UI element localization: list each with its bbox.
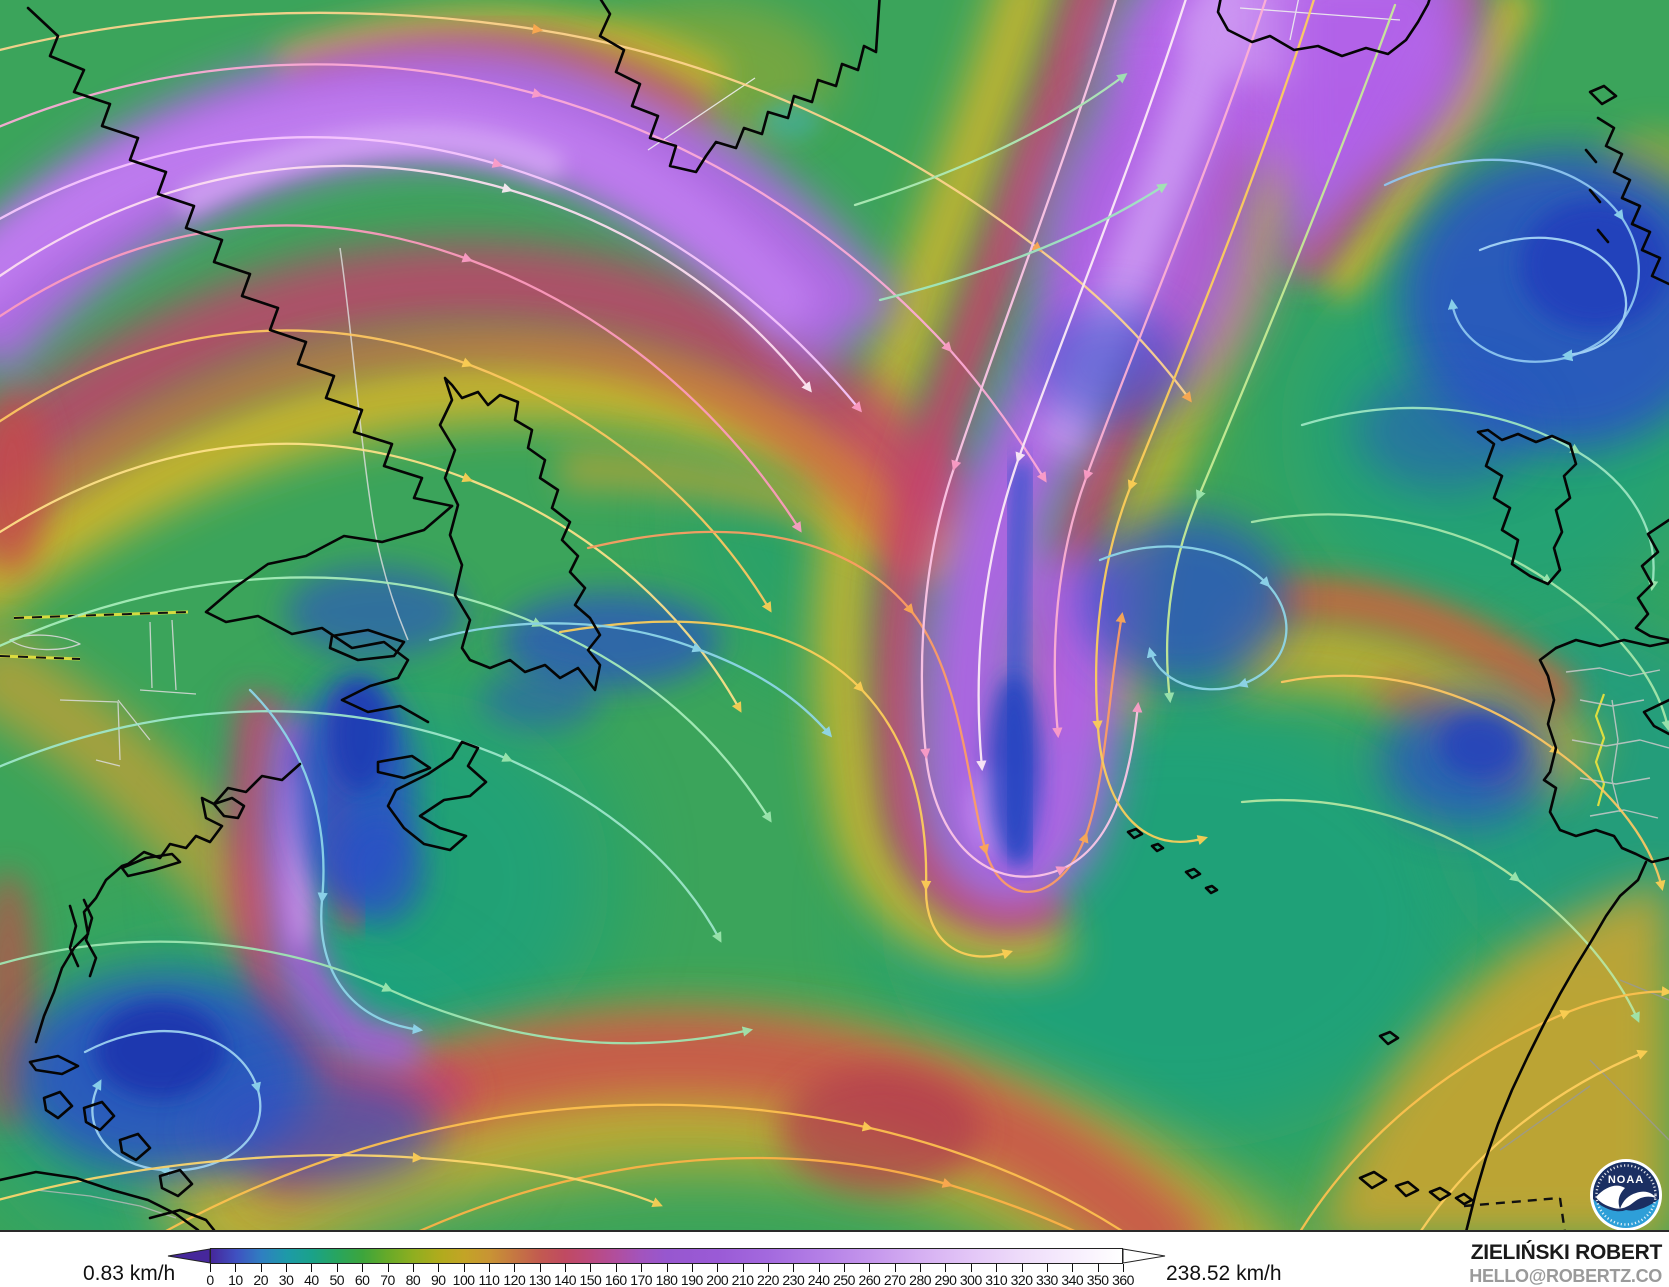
scale-tick [210,1264,211,1272]
coastlines-layer [0,0,1669,1230]
scale-tick [1097,1264,1099,1272]
scale-tick-label: 10 [228,1272,243,1287]
scale-tick-label: 350 [1086,1272,1109,1287]
scale-tick [894,1264,896,1272]
scale-tick [793,1264,795,1272]
scale-tick-label: 150 [579,1272,602,1287]
scale-tick-label: 270 [883,1272,906,1287]
scale-tick [717,1264,719,1272]
noaa-logo-label: NOAA [1608,1174,1644,1186]
colorbar-ticks [210,1264,1124,1272]
scale-tick-label: 0 [206,1272,214,1287]
map-canvas[interactable]: NOAA [0,0,1669,1232]
noaa-logo: NOAA [1590,1159,1662,1230]
scale-max-label: 238.52 km/h [1166,1262,1282,1285]
scale-tick-label: 160 [604,1272,627,1287]
scale-tick-label: 260 [858,1272,881,1287]
scale-tick-label: 60 [354,1272,370,1287]
credit-name: ZIELIŃSKI ROBERT [1470,1241,1663,1264]
scale-tick-label: 340 [1061,1272,1084,1287]
scale-tick [438,1264,440,1272]
scale-tick [412,1264,414,1272]
scale-tick [945,1264,947,1272]
colorbar-tick-labels: 0 10 20 30 40 50 60 70 80 90 100 110 120 130 140 150 160… [206,1272,1134,1287]
scale-tick-label: 250 [833,1272,855,1287]
wind-speed-colorbar: 0 10 20 30 40 50 60 70 80 90 100 110 120 130 140 150 160… [166,1248,1167,1287]
scale-tick-label: 210 [731,1272,754,1287]
scale-tick [514,1264,516,1272]
streamlines-layer [0,0,1669,1230]
scale-tick-label: 30 [278,1272,294,1287]
scale-tick-label: 200 [706,1272,729,1287]
scale-tick-label: 300 [959,1272,982,1287]
scale-tick [463,1264,465,1272]
scale-tick-label: 220 [757,1272,779,1287]
scale-tick-label: 290 [934,1272,957,1287]
scale-tick [996,1264,998,1272]
scale-tick [970,1264,972,1272]
scale-tick [641,1264,643,1272]
scale-tick [488,1264,490,1272]
scale-tick-label: 110 [478,1272,500,1287]
scale-tick-label: 320 [1010,1272,1033,1287]
scale-tick-label: 310 [985,1272,1008,1287]
scale-tick [590,1264,592,1272]
scale-tick-label: 280 [909,1272,932,1287]
scale-tick [260,1264,262,1272]
scale-tick [844,1264,846,1272]
credit-email: HELLO@ROBERTZ.CO [1469,1266,1662,1287]
scale-tick [539,1264,541,1272]
scale-tick [615,1264,617,1272]
scale-tick-label: 80 [405,1272,421,1287]
scale-tick-label: 70 [380,1272,395,1287]
scale-tick-label: 360 [1112,1272,1134,1287]
colorbar-left-arrow [167,1248,210,1264]
scale-tick-label: 240 [807,1272,830,1287]
noaa-logo-micro-text-ring [1595,1164,1657,1226]
scale-tick [565,1264,567,1272]
scale-tick [336,1264,338,1272]
scale-tick [362,1264,364,1272]
noaa-seagull-icon [1596,1185,1656,1209]
scale-tick [666,1264,668,1272]
scale-tick [691,1264,693,1272]
wind-map[interactable]: NOAA [0,0,1669,1230]
scale-min-label: 0.83 km/h [83,1262,176,1285]
scale-tick [742,1264,744,1272]
scale-tick [869,1264,871,1272]
scale-tick [311,1264,313,1272]
scale-tick-label: 100 [452,1272,475,1287]
scale-tick-label: 330 [1035,1272,1058,1287]
scale-tick-label: 20 [253,1272,269,1287]
scale-tick-label: 190 [680,1272,703,1287]
attribution: ZIELIŃSKI ROBERT HELLO@ROBERTZ.CO [1469,1241,1662,1287]
scale-tick-label: 230 [782,1272,805,1287]
scale-tick [1123,1264,1124,1272]
scale-tick-label: 40 [304,1272,319,1287]
scale-tick-label: 50 [329,1272,345,1287]
scale-tick-label: 90 [430,1272,446,1287]
scale-tick-label: 170 [630,1272,653,1287]
colorbar-right-arrow [1123,1248,1166,1264]
legend-footer: 0.83 km/h 0 10 20 30 40 50 60 70 80 90 100 110 120 13… [0,1232,1669,1287]
scale-tick-label: 180 [655,1272,678,1287]
scale-tick [1072,1264,1074,1272]
scale-tick [235,1264,237,1272]
scale-tick [818,1264,820,1272]
scale-tick [920,1264,922,1272]
scale-tick [286,1264,288,1272]
scale-tick [1021,1264,1023,1272]
colorbar-gradient [210,1248,1123,1264]
scale-tick-label: 120 [503,1272,526,1287]
scale-tick [767,1264,769,1272]
scale-tick [387,1264,389,1272]
scale-tick-label: 140 [554,1272,576,1287]
scale-tick [1046,1264,1048,1272]
scale-tick-label: 130 [528,1272,551,1287]
